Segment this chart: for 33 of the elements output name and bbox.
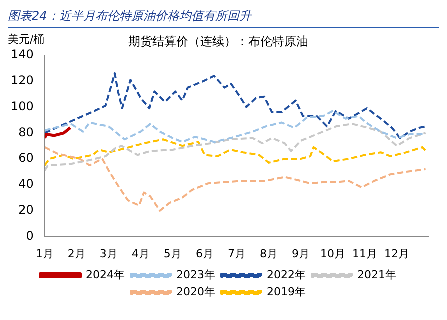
line-series xyxy=(44,123,427,172)
legend-label: 2023年 xyxy=(176,268,216,282)
x-tick-label: 5月 xyxy=(164,247,182,260)
line-series xyxy=(44,146,427,212)
x-tick-label: 8月 xyxy=(260,247,278,260)
x-tick-label: 12月 xyxy=(384,247,410,260)
y-tick-label: 0 xyxy=(26,228,34,243)
y-tick-label: 40 xyxy=(18,177,34,192)
y-tick-label: 20 xyxy=(18,203,34,218)
y-axis-title: 美元/桶 xyxy=(8,33,45,46)
y-tick-label: 80 xyxy=(18,125,34,140)
line-series xyxy=(44,138,428,167)
legend-label: 2019年 xyxy=(267,285,306,298)
x-tick-label: 7月 xyxy=(228,247,246,260)
line-series xyxy=(44,72,427,140)
legend-label: 2021年 xyxy=(357,268,396,282)
x-tick-label: 2月 xyxy=(68,247,86,260)
legend-label: 2024年 xyxy=(86,268,126,282)
legend-label: 2020年 xyxy=(176,285,216,298)
x-tick-label: 1月 xyxy=(36,247,54,260)
chart-subtitle: 期货结算价（连续）：布伦特原油 xyxy=(128,34,308,48)
x-tick-label: 4月 xyxy=(132,247,150,260)
x-tick-label: 6月 xyxy=(196,247,214,260)
y-tick-label: 140 xyxy=(11,48,34,62)
y-tick-label: 120 xyxy=(11,73,34,88)
y-tick-label: 100 xyxy=(11,99,34,114)
legend-label: 2022年 xyxy=(267,268,306,282)
x-tick-label: 11月 xyxy=(352,247,378,260)
chart-title: 图表24：近半月布伦特原油价格均值有所回升 xyxy=(8,8,439,28)
y-tick-label: 60 xyxy=(18,151,34,166)
x-tick-label: 10月 xyxy=(320,247,346,260)
x-tick-label: 3月 xyxy=(100,247,118,260)
x-tick-label: 9月 xyxy=(292,247,310,260)
